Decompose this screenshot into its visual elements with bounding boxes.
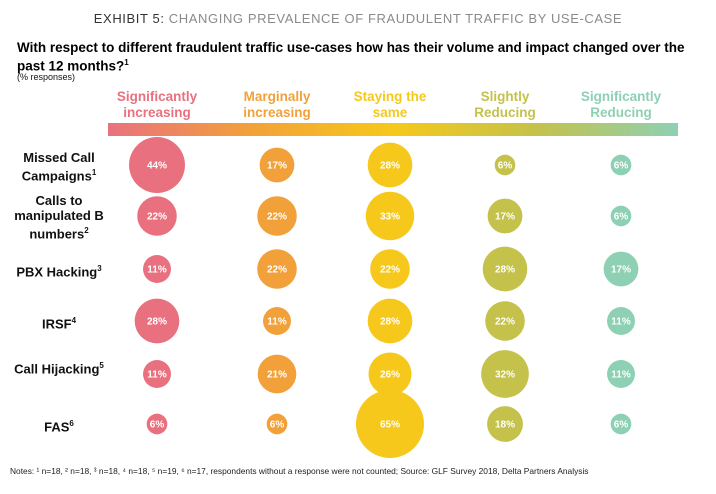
bubble-label-r5-c1: 6%: [270, 420, 285, 431]
gradient-bar: [108, 123, 678, 136]
row-label-text: Calls to manipulated B numbers: [14, 193, 104, 242]
bubble-label-r3-c3: 22%: [495, 317, 515, 328]
bubble-label-r3-c2: 28%: [380, 317, 400, 328]
bubble-label-r2-c4: 17%: [611, 265, 631, 276]
row-label-footnote-mark: 5: [99, 361, 104, 370]
bubble-label-r1-c3: 17%: [495, 212, 515, 223]
bubble-r0-c0: [129, 137, 185, 193]
bubble-label-r5-c4: 6%: [614, 420, 629, 431]
bubble-label-r1-c0: 22%: [147, 212, 167, 223]
bubble-r4-c0: [143, 360, 171, 388]
row-label-1: Calls to manipulated B numbers2: [10, 193, 108, 241]
bubble-label-r3-c4: 11%: [611, 317, 631, 328]
bubble-label-r4-c3: 32%: [495, 370, 515, 381]
bubble-r2-c1: [257, 249, 297, 289]
row-label-footnote-mark: 3: [97, 264, 102, 273]
bubble-r3-c0: [134, 298, 180, 344]
bubble-r3-c2: [367, 298, 413, 344]
row-label-4: Call Hijacking5: [10, 358, 108, 376]
bubble-r5-c0: [146, 413, 168, 435]
bubble-r4-c4: [607, 360, 635, 388]
column-header-2: Staying the same: [353, 89, 427, 120]
bubble-r1-c1: [257, 196, 297, 236]
exhibit-title: EXHIBIT 5: CHANGING PREVALENCE OF FRAUDU…: [0, 11, 716, 26]
bubble-label-r4-c1: 21%: [267, 370, 287, 381]
row-label-text: Missed Call Campaigns: [21, 150, 95, 184]
footnotes: Notes: ¹ n=18, ² n=18, ³ n=18, ⁴ n=18, ⁵…: [10, 466, 589, 476]
bubble-r0-c3: [494, 154, 516, 176]
bubble-label-r0-c2: 28%: [380, 161, 400, 172]
bubble-r0-c4: [610, 154, 632, 176]
row-label-3: IRSF4: [10, 313, 108, 331]
bubble-label-r2-c2: 22%: [380, 265, 400, 276]
bubble-r2-c3: [482, 246, 528, 292]
bubble-r1-c3: [487, 198, 523, 234]
bubble-r4-c1: [257, 354, 297, 394]
bubble-label-r4-c2: 26%: [380, 370, 400, 381]
exhibit-heading: CHANGING PREVALENCE OF FRAUDULENT TRAFFI…: [164, 11, 623, 26]
row-label-text: IRSF: [41, 316, 72, 332]
survey-question: With respect to different fraudulent tra…: [17, 40, 707, 74]
bubble-r5-c4: [610, 413, 632, 435]
bubble-r3-c3: [485, 301, 525, 341]
bubble-r4-c2: [368, 352, 412, 396]
bubble-r1-c0: [137, 196, 177, 236]
row-label-footnote-mark: 1: [91, 168, 97, 177]
bubble-label-r3-c1: 11%: [267, 317, 287, 328]
row-label-5: FAS6: [10, 416, 108, 434]
column-header-0: Significantly increasing: [116, 89, 198, 120]
bubble-label-r0-c0: 44%: [147, 161, 167, 172]
bubble-r1-c4: [610, 205, 632, 227]
question-footnote-mark: 1: [124, 58, 129, 67]
bubble-r4-c3: [481, 350, 529, 398]
row-label-text: FAS: [44, 419, 70, 435]
row-label-2: PBX Hacking3: [10, 261, 108, 279]
row-label-footnote-mark: 6: [69, 419, 74, 428]
bubble-r3-c4: [607, 307, 635, 335]
row-label-text: PBX Hacking: [16, 264, 98, 280]
bubble-r1-c2: [365, 191, 415, 241]
bubble-label-r4-c0: 11%: [147, 370, 167, 381]
bubble-label-r2-c0: 11%: [147, 265, 167, 276]
bubble-label-r3-c0: 28%: [147, 317, 167, 328]
bubble-label-r5-c3: 18%: [495, 420, 515, 431]
bubble-r0-c1: [259, 147, 295, 183]
bubble-label-r5-c0: 6%: [150, 420, 165, 431]
bubble-label-r1-c2: 33%: [380, 212, 400, 223]
bubble-label-r2-c3: 28%: [495, 265, 515, 276]
bubble-label-r1-c1: 22%: [267, 212, 287, 223]
column-header-4: Significantly Reducing: [580, 89, 662, 120]
column-header-1: Marginally increasing: [243, 89, 311, 120]
row-label-text: Call Hijacking: [14, 361, 100, 377]
bubble-r2-c4: [603, 251, 639, 287]
bubble-label-r0-c1: 17%: [267, 161, 287, 172]
bubble-label-r0-c4: 6%: [614, 161, 629, 172]
bubble-r5-c1: [266, 413, 288, 435]
row-label-footnote-mark: 2: [84, 226, 89, 235]
responses-note: (% responses): [17, 72, 76, 82]
bubble-label-r5-c2: 65%: [380, 420, 400, 431]
row-label-footnote-mark: 4: [71, 316, 77, 325]
bubble-label-r0-c3: 6%: [498, 161, 513, 172]
column-header-3: Slightly Reducing: [474, 89, 536, 120]
bubble-r2-c0: [143, 255, 171, 283]
bubble-label-r1-c4: 6%: [614, 212, 629, 223]
exhibit-number: EXHIBIT 5:: [93, 11, 165, 26]
bubble-r5-c2: [356, 390, 424, 458]
bubble-label-r2-c1: 22%: [267, 265, 287, 276]
bubble-r3-c1: [263, 307, 291, 335]
bubble-label-r4-c4: 11%: [611, 370, 631, 381]
bubble-r0-c2: [367, 142, 413, 188]
row-label-0: Missed Call Campaigns1: [10, 150, 108, 183]
bubble-r5-c3: [487, 406, 523, 442]
bubble-r2-c2: [370, 249, 410, 289]
question-text: With respect to different fraudulent tra…: [17, 40, 685, 74]
